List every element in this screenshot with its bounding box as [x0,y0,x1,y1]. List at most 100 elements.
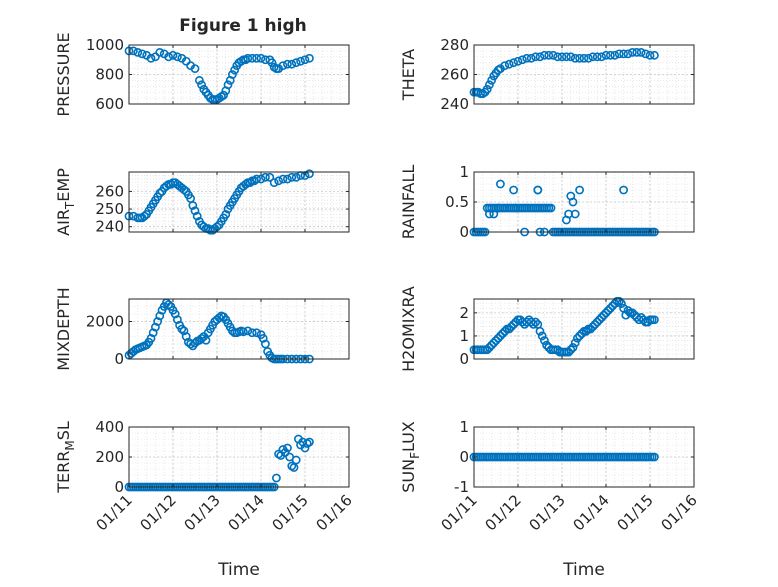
data-point [161,181,171,191]
data-point [617,299,626,309]
y-tick-label: 240 [95,218,124,236]
y-tick-label: 0 [459,448,469,466]
y-tick-label: 800 [95,66,124,84]
data-point [601,308,611,318]
data-point [487,340,496,350]
data-point [540,50,549,60]
y-tick-label: 1 [459,418,469,436]
data-point [610,50,620,60]
data-point [511,203,521,213]
data-point [489,338,499,348]
y-tick-label: 400 [95,418,124,436]
x-tick-label: 01/15 [269,491,312,534]
data-point [155,47,165,57]
data-point [274,176,283,186]
data-point [570,209,580,219]
data-point [287,172,297,182]
data-point [568,343,578,352]
data-point [645,50,655,60]
data-point [568,197,578,207]
data-point [252,53,261,63]
data-point [190,206,200,216]
data-point [590,319,600,329]
data-point [504,59,514,69]
y-tick-label: 1000 [86,36,124,54]
data-point [164,300,173,310]
y-tick-label: 2 [459,304,469,322]
x-tick-label: 01/16 [658,491,701,534]
y-axis-label: RAINFALL [399,165,418,240]
x-tick-label: 01/11 [93,491,136,534]
data-point [177,324,187,334]
data-point [584,53,593,63]
axes-background [129,172,349,232]
data-point [592,52,602,62]
data-point [509,58,518,68]
data-point [269,178,279,187]
data-point [650,315,659,325]
y-tick-label: -1 [454,478,469,496]
y-tick-label: 2000 [86,313,124,331]
data-point [221,209,231,219]
data-point [482,345,492,355]
y-axis-label: TERRMSL [54,421,77,494]
data-point [628,308,637,318]
data-point [606,50,615,60]
data-point [493,203,503,213]
subplot-8: -1 0 1 SUNFLUX 01/11 01/12 01/13 01/14 01/15 01/1… [399,418,701,580]
data-point [201,335,211,345]
data-point [575,185,584,195]
data-point [139,211,149,221]
data-point [619,185,628,195]
data-point [289,463,299,472]
data-point [650,452,659,462]
data-point [586,324,595,334]
y-tick-label: 250 [95,200,124,218]
data-point [252,328,261,338]
data-point [498,329,507,339]
data-point [573,333,582,343]
data-point [606,303,615,313]
data-point [280,448,290,457]
data-point [509,319,518,329]
data-point [623,306,633,315]
subplot-1: 600 800 1000 PRESSURE [54,32,350,117]
y-tick-label: 240 [440,95,469,113]
data-point [495,179,505,189]
y-tick-label: 0 [114,350,124,368]
x-tick-label: 01/15 [614,491,657,534]
data-point [542,340,551,350]
data-point [282,174,292,184]
data-point [300,443,310,453]
data-point [291,58,301,68]
data-point [188,201,198,210]
data-point [588,52,598,62]
y-tick-label: 0.5 [445,193,469,211]
data-point [509,185,518,195]
y-tick-label: 0 [459,223,469,241]
data-point [194,76,204,85]
y-axis-label: THETA [399,49,418,101]
data-point [495,331,505,341]
data-point [628,47,637,57]
data-point [597,313,606,322]
x-tick-label: 01/13 [526,491,569,534]
axes-box [473,298,695,360]
data-point [570,53,580,63]
data-point [304,53,314,63]
data-point [599,310,609,320]
y-axis-label: H2OMIXRA [399,286,418,372]
data-point [487,76,496,85]
x-tick-label: 01/14 [225,491,268,534]
y-tick-label: 1 [459,327,469,345]
data-point [296,56,305,66]
data-point [513,56,523,66]
data-point [168,50,178,60]
data-point [155,188,165,198]
data-point [650,50,659,60]
y-tick-label: 200 [95,448,124,466]
data-point [199,222,209,232]
data-point [282,443,292,453]
data-point [579,53,589,63]
